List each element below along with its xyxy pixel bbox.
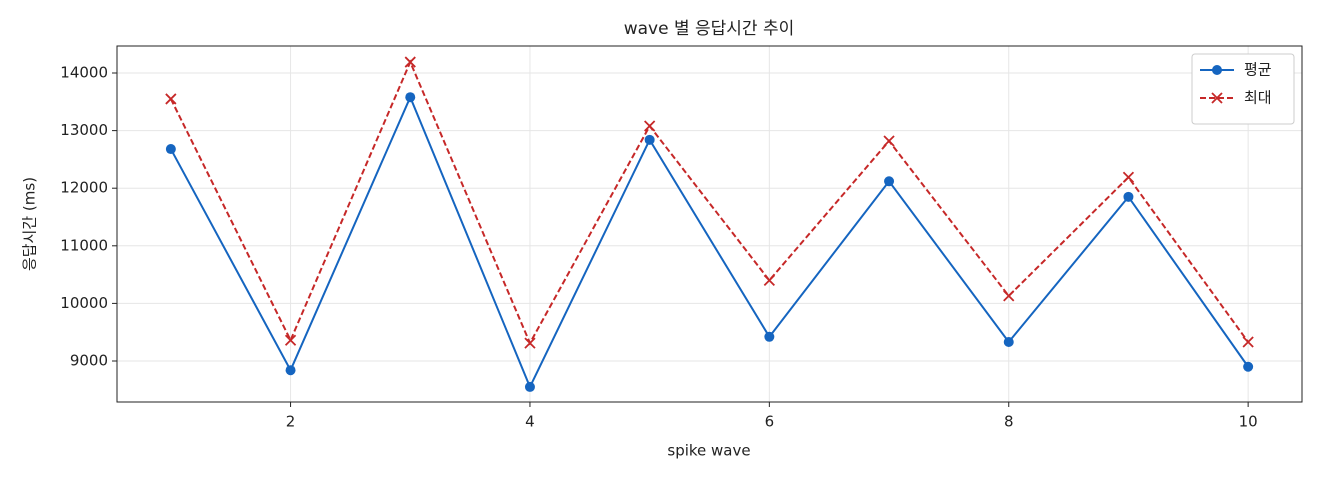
marker xyxy=(1243,361,1254,372)
y-tick-label: 12000 xyxy=(60,179,108,197)
x-axis-label: spike wave xyxy=(667,442,750,460)
marker xyxy=(1122,171,1135,183)
legend-label: 최대 xyxy=(1244,89,1272,107)
marker xyxy=(884,176,895,187)
marker xyxy=(883,135,895,147)
y-tick-label: 14000 xyxy=(60,64,108,82)
legend-box xyxy=(1191,53,1295,125)
chart-title: wave 별 응답시간 추이 xyxy=(624,19,795,39)
marker xyxy=(524,381,535,392)
x-tick-label: 10 xyxy=(1239,413,1258,431)
legend-marker xyxy=(1211,92,1223,104)
y-tick-label: 13000 xyxy=(60,121,108,139)
marker xyxy=(644,134,655,145)
marker xyxy=(404,56,416,68)
legend-marker xyxy=(1212,65,1222,75)
series-line xyxy=(169,94,1249,390)
x-tick-label: 2 xyxy=(286,413,296,431)
marker xyxy=(285,365,296,376)
marker xyxy=(405,92,416,103)
marker xyxy=(165,93,177,105)
y-tick-label: 11000 xyxy=(60,236,108,254)
y-tick-label: 10000 xyxy=(60,294,108,312)
marker xyxy=(1003,290,1015,302)
marker xyxy=(1242,336,1254,348)
x-tick-label: 4 xyxy=(525,413,535,431)
marker xyxy=(1003,336,1014,347)
marker xyxy=(284,334,297,346)
y-axis-label: 응답시간 (ms) xyxy=(21,177,39,271)
marker xyxy=(763,274,775,286)
marker xyxy=(764,331,775,342)
marker xyxy=(644,120,656,132)
marker xyxy=(524,337,536,349)
y-tick-label: 9000 xyxy=(70,351,108,369)
marker xyxy=(165,144,176,155)
legend-label: 평균 xyxy=(1244,61,1272,79)
x-tick-label: 8 xyxy=(1004,413,1014,431)
series-line xyxy=(169,59,1249,346)
x-tick-label: 6 xyxy=(765,413,775,431)
plot-frame xyxy=(116,45,1303,403)
marker xyxy=(1123,191,1134,202)
